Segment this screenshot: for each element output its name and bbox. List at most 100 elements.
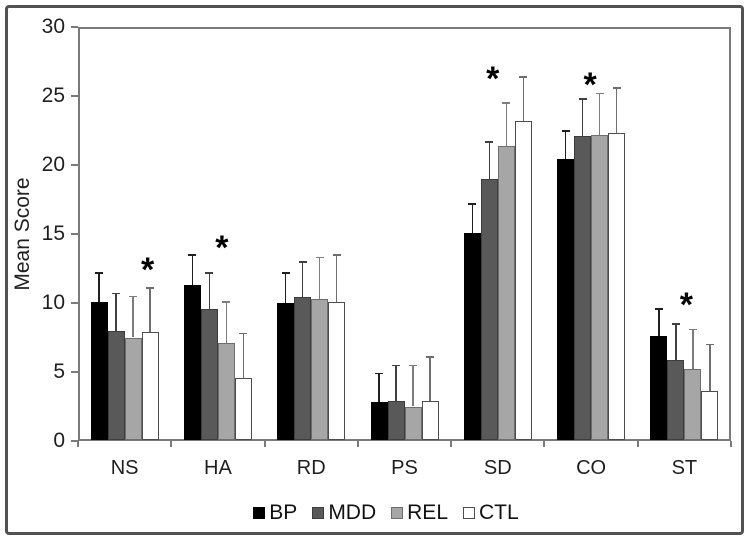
error-bar-cap <box>409 364 417 367</box>
bar-MDD-RD <box>294 297 312 440</box>
error-bar-line <box>284 272 287 303</box>
legend-item-mdd: MDD <box>312 501 376 525</box>
bar-BP-ST <box>650 336 668 440</box>
error-bar-cap <box>612 87 621 89</box>
error-bar-cap <box>298 261 307 263</box>
bar-CTL-HA <box>234 377 252 440</box>
bar-CTL-ST <box>701 391 719 440</box>
error-bar-line <box>378 373 380 403</box>
bar-CTL-NS <box>141 331 159 440</box>
y-axis-title: Mean Score <box>11 177 34 291</box>
bar-REL-CO <box>591 134 609 440</box>
error-bar-cap <box>502 102 511 104</box>
bar-REL-HA <box>217 343 235 440</box>
error-bar-cap <box>595 92 604 95</box>
x-category-label: RD <box>296 457 326 479</box>
x-category-label: SD <box>483 457 512 479</box>
bar-REL-NS <box>124 337 142 440</box>
y-tick <box>71 302 78 304</box>
error-bar-cap <box>205 272 214 274</box>
error-bar-line <box>412 365 414 407</box>
legend-label-ctl: CTL <box>479 501 519 524</box>
significance-star: * <box>583 65 597 104</box>
bar-BP-CO <box>557 159 575 440</box>
y-tick-label: 20 <box>41 153 65 176</box>
legend-swatch-rel <box>391 507 404 519</box>
significance-star: * <box>679 286 693 325</box>
y-tick-label: 25 <box>41 84 65 107</box>
error-bar-cap <box>146 287 155 289</box>
legend-item-rel: REL <box>391 501 448 525</box>
error-bar-cap <box>578 98 587 100</box>
error-bar-line <box>149 287 151 332</box>
legend-swatch-ctl <box>463 507 475 519</box>
legend-swatch-bp <box>253 507 266 519</box>
bar-BP-RD <box>277 303 295 440</box>
legend-label-mdd: MDD <box>328 501 377 524</box>
bar-MDD-PS <box>387 400 405 440</box>
bar-BP-NS <box>90 301 108 440</box>
error-bar-cap <box>188 254 197 256</box>
error-bar-line <box>98 272 100 302</box>
bar-CTL-CO <box>608 133 626 440</box>
bar-CTL-RD <box>328 301 346 440</box>
significance-star: * <box>141 250 155 289</box>
error-bar-cap <box>519 76 528 78</box>
error-bar-line <box>581 98 584 136</box>
legend-item-bp: BP <box>253 501 297 525</box>
y-tick <box>71 233 78 235</box>
error-bar-cap <box>281 272 290 274</box>
error-bar-line <box>488 141 491 179</box>
significance-star: * <box>215 228 229 267</box>
bar-REL-RD <box>311 298 329 440</box>
legend-label-bp: BP <box>269 501 298 524</box>
error-bar-line <box>615 87 618 134</box>
error-bar-line <box>505 102 508 146</box>
error-bar-line <box>318 257 321 299</box>
error-bar-cap <box>112 292 121 295</box>
error-bar-line <box>429 356 431 401</box>
error-bar-line <box>208 272 211 309</box>
bar-BP-SD <box>463 232 481 440</box>
error-bar-cap <box>332 254 341 256</box>
chart-legend: BP MDD REL CTL <box>11 501 750 525</box>
bar-MDD-ST <box>667 359 685 440</box>
error-bar-line <box>395 365 397 401</box>
bar-MDD-CO <box>574 136 592 440</box>
x-tick <box>170 441 173 447</box>
x-tick <box>450 441 453 447</box>
x-tick <box>263 441 266 447</box>
x-tick <box>636 441 639 447</box>
figure-border <box>5 5 744 535</box>
y-tick-label: 5 <box>53 360 65 383</box>
bar-MDD-HA <box>200 308 218 440</box>
error-bar-line <box>191 254 194 286</box>
y-tick <box>71 95 78 97</box>
error-bar-line <box>709 344 711 392</box>
y-tick <box>71 440 78 442</box>
error-bar-cap <box>705 343 714 346</box>
error-bar-cap <box>671 323 680 325</box>
y-tick-label: 0 <box>53 429 65 452</box>
bar-REL-ST <box>684 369 702 440</box>
significance-star: * <box>486 60 500 99</box>
error-bar-line <box>522 76 525 121</box>
error-bar-line <box>301 261 304 298</box>
bar-BP-PS <box>370 402 388 440</box>
y-tick-label: 10 <box>41 291 65 314</box>
error-bar-line <box>335 254 338 302</box>
error-bar-cap <box>315 256 324 259</box>
error-bar-cap <box>95 272 104 274</box>
y-tick <box>71 371 78 373</box>
y-tick <box>71 26 78 28</box>
error-bar-cap <box>129 295 138 298</box>
bar-MDD-SD <box>480 178 498 440</box>
error-bar-cap <box>392 364 400 367</box>
y-tick-label: 15 <box>41 222 65 245</box>
error-bar-line <box>471 203 474 233</box>
error-bar-cap <box>654 308 663 310</box>
error-bar-line <box>658 308 660 337</box>
legend-swatch-mdd <box>312 507 325 519</box>
